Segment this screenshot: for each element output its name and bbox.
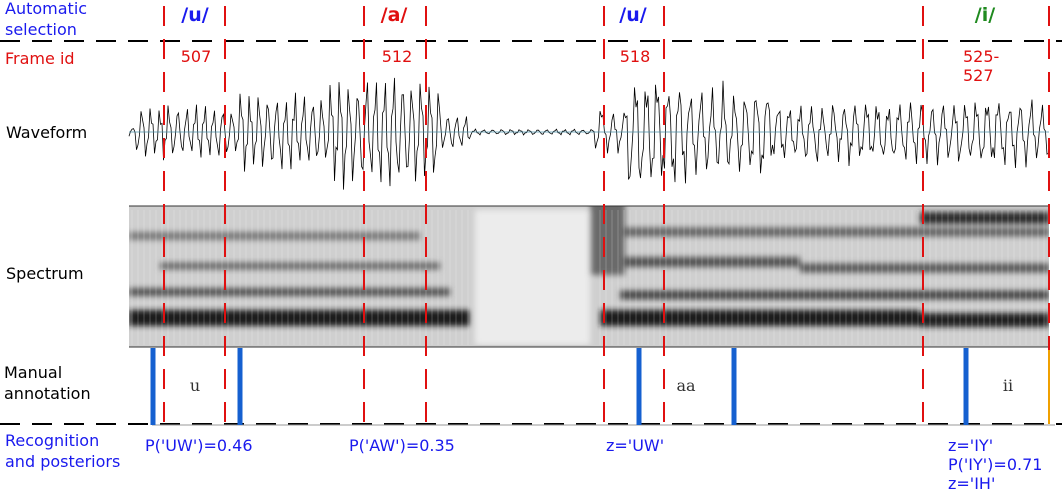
frame-id-525-527: 525-527 bbox=[963, 47, 1000, 85]
waveform-label: Waveform bbox=[6, 123, 88, 142]
recognized-iy-posteriors: z='IY' P('IY')=0.71 z='IH' bbox=[948, 436, 1043, 493]
frame-id-507: 507 bbox=[180, 47, 212, 66]
recognized-uw: z='UW' bbox=[606, 436, 665, 455]
frame-id-label: Frame id bbox=[5, 49, 75, 68]
manual-label-aa: aa bbox=[676, 376, 696, 395]
manual-label-ii: ii bbox=[1002, 376, 1014, 395]
automatic-selection-label: Automatic selection bbox=[5, 0, 88, 39]
recognition-label: Recognition and posteriors bbox=[5, 431, 121, 471]
spectrogram bbox=[129, 206, 1049, 347]
vowel-label-u-2: /u/ bbox=[619, 4, 647, 26]
waveform-trace bbox=[128, 77, 1049, 190]
vowel-label-i: /i/ bbox=[974, 4, 996, 26]
vowel-label-a: /a/ bbox=[380, 4, 408, 26]
manual-annotation-label: Manual annotation bbox=[4, 363, 91, 403]
posterior-uw: P('UW')=0.46 bbox=[145, 436, 253, 455]
frame-id-518: 518 bbox=[619, 47, 651, 66]
posterior-aw: P('AW')=0.35 bbox=[349, 436, 455, 455]
frame-id-512: 512 bbox=[381, 47, 413, 66]
spectrum-label: Spectrum bbox=[6, 264, 84, 283]
manual-label-u: u bbox=[189, 376, 201, 395]
vowel-label-u-1: /u/ bbox=[181, 4, 209, 26]
